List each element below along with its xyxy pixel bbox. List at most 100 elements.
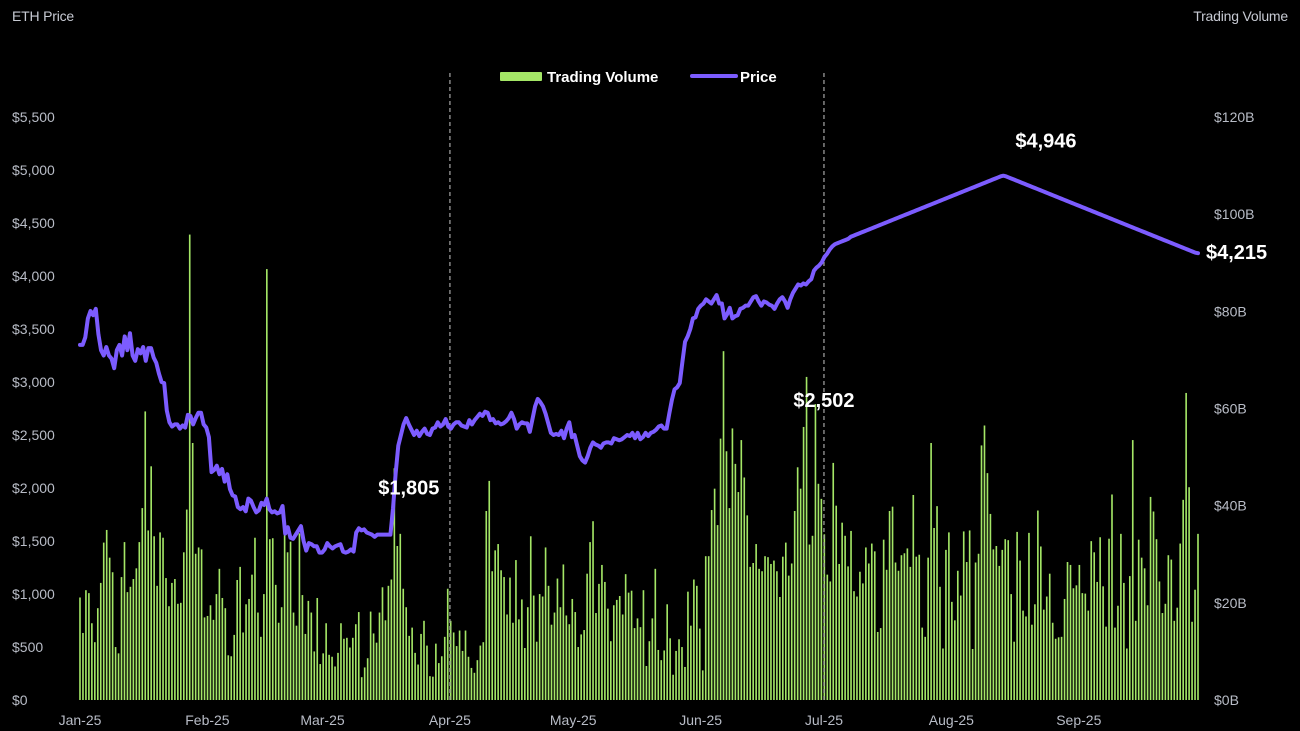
volume-bar	[936, 506, 938, 700]
volume-bar	[126, 592, 129, 700]
volume-bar	[153, 536, 155, 700]
volume-bar	[1099, 537, 1101, 700]
volume-bar	[1060, 636, 1063, 700]
volume-bar	[390, 579, 393, 700]
volume-bar	[802, 426, 805, 700]
volume-bar	[642, 590, 645, 700]
volume-bar	[479, 645, 482, 700]
volume-bar	[393, 468, 396, 700]
volume-bar	[612, 605, 615, 700]
volume-bar	[903, 553, 906, 700]
volume-bar	[307, 600, 310, 700]
volume-bar	[859, 571, 861, 700]
volume-bar	[722, 351, 725, 700]
volume-bar	[426, 645, 428, 700]
volume-bar	[681, 647, 683, 700]
volume-bar	[758, 568, 760, 700]
volume-bar	[995, 545, 998, 700]
volume-bar	[174, 579, 176, 700]
volume-bar	[891, 506, 894, 700]
volume-bar	[233, 634, 236, 700]
volume-bar	[138, 542, 141, 700]
volume-bar	[974, 562, 977, 700]
volume-bar	[476, 660, 479, 700]
volume-bar	[998, 565, 1001, 700]
volume-bar	[595, 613, 597, 700]
volume-bar	[1066, 562, 1069, 700]
volume-bar	[343, 638, 345, 700]
volume-bar	[512, 622, 514, 700]
volume-bar	[159, 532, 161, 700]
left-axis-title: ETH Price	[12, 8, 74, 24]
x-tick-label: Jul-25	[805, 712, 843, 728]
volume-bar	[473, 672, 476, 700]
y2-tick-label: $60B	[1214, 401, 1247, 417]
volume-bar	[455, 646, 458, 700]
volume-bar	[1161, 613, 1164, 700]
volume-bar	[939, 586, 941, 700]
volume-bar	[135, 568, 138, 700]
volume-bar	[779, 597, 781, 700]
volume-bar	[959, 595, 962, 700]
volume-bar	[96, 608, 99, 700]
volume-bar	[841, 522, 843, 700]
y-tick-label: $4,500	[12, 215, 55, 231]
volume-bar	[645, 665, 648, 700]
volume-bar	[1084, 593, 1087, 700]
volume-bar	[1048, 573, 1051, 700]
volume-bar	[1105, 626, 1107, 700]
volume-bar	[248, 598, 250, 700]
volume-bar	[200, 549, 203, 700]
y-tick-label: $5,500	[12, 109, 55, 125]
x-tick-label: Mar-25	[300, 712, 345, 728]
y2-tick-label: $40B	[1214, 498, 1247, 514]
volume-bar	[648, 641, 651, 700]
volume-bar	[399, 533, 402, 700]
volume-bar	[209, 605, 212, 700]
volume-bar	[532, 595, 535, 700]
volume-bar	[165, 578, 167, 700]
volume-bar	[621, 614, 624, 700]
y-tick-label: $5,000	[12, 162, 55, 178]
volume-bar	[1063, 598, 1066, 700]
volume-bar	[271, 538, 274, 700]
volume-bar	[1152, 511, 1155, 700]
price-annotation: $2,502	[793, 390, 854, 412]
volume-bar	[740, 440, 743, 700]
volume-bar	[515, 560, 517, 700]
volume-bar	[1025, 616, 1027, 700]
volume-bar	[598, 583, 600, 700]
volume-bar	[761, 571, 763, 700]
volume-bar	[506, 614, 508, 700]
y-tick-label: $2,500	[12, 427, 55, 443]
volume-bar	[245, 604, 247, 700]
volume-bar	[236, 580, 238, 700]
x-tick-label: Jan-25	[59, 712, 102, 728]
volume-bar	[1016, 531, 1018, 700]
volume-bar	[1123, 582, 1125, 700]
volume-bar	[701, 670, 704, 700]
volume-bar	[1034, 604, 1036, 700]
volume-bar	[263, 594, 265, 700]
volume-bar	[286, 552, 289, 700]
volume-bar	[962, 531, 965, 700]
volume-bar	[334, 666, 336, 700]
volume-bar	[583, 630, 585, 700]
volume-bar	[716, 525, 719, 700]
volume-bar	[755, 544, 757, 700]
volume-bar	[102, 542, 105, 700]
volume-bar	[1155, 539, 1158, 700]
volume-bar	[980, 445, 983, 700]
y-tick-label: $3,500	[12, 321, 55, 337]
volume-bar	[678, 639, 680, 700]
volume-bar	[251, 574, 253, 700]
volume-bar	[289, 541, 292, 700]
volume-bar	[707, 556, 710, 700]
volume-bar	[488, 480, 491, 700]
volume-bar	[675, 650, 677, 700]
volume-bar	[690, 625, 692, 700]
volume-bar	[1146, 605, 1149, 700]
volume-bar	[574, 612, 577, 700]
volume-bar	[876, 631, 879, 700]
